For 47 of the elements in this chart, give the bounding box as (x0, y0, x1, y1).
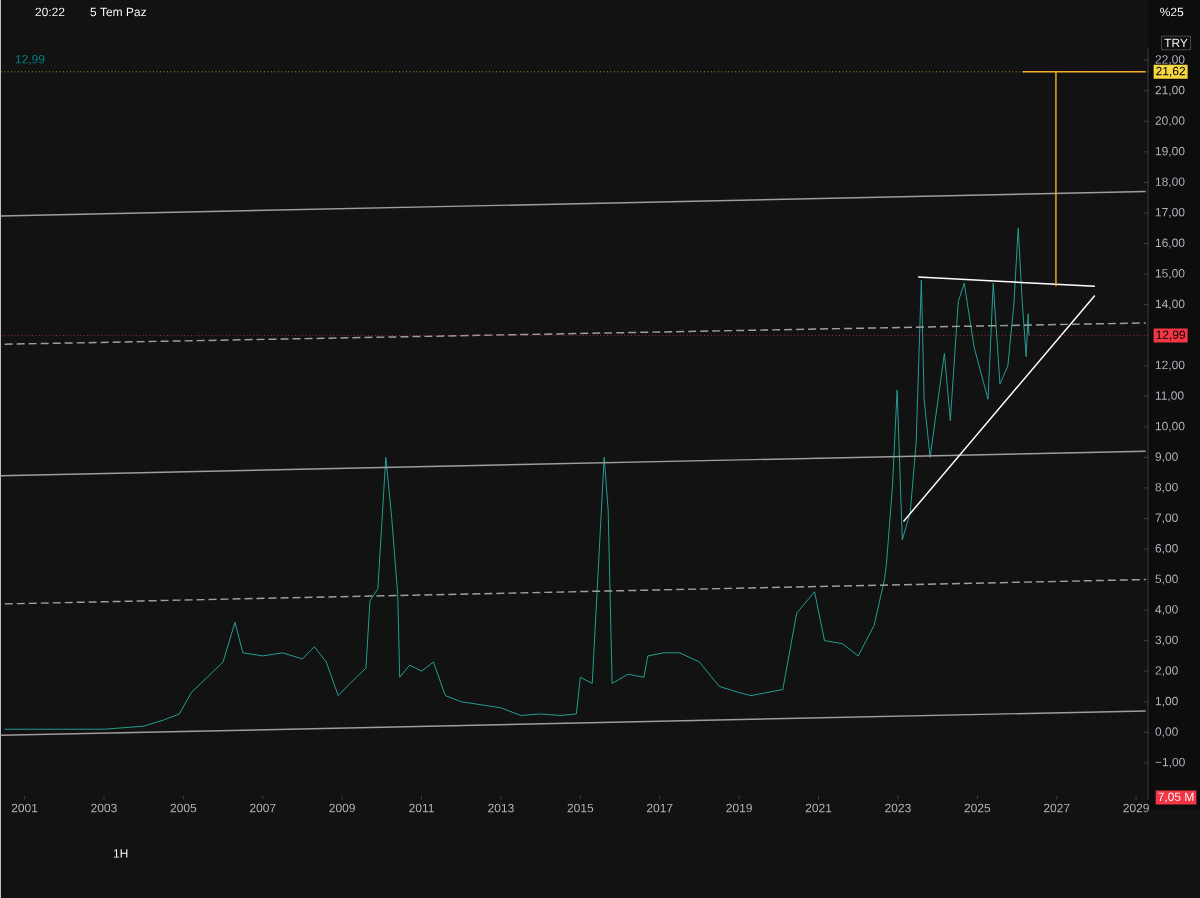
x-tick-label: 2009 (329, 803, 355, 813)
ref-line-label: 21,62 (1156, 66, 1186, 77)
y-tick-label: 10,00 (1155, 421, 1185, 432)
y-tick-label: 22,00 (1155, 55, 1185, 65)
text: 7,05 M (1158, 792, 1194, 803)
x-tick-label: 2025 (964, 803, 991, 813)
y-tick-label: 8,00 (1155, 482, 1178, 493)
y-tick-label: 17,00 (1155, 207, 1185, 218)
y-tick-label: 5,00 (1155, 574, 1178, 585)
y-tick-label: 19,00 (1155, 146, 1185, 157)
y-tick-label: 6,00 (1155, 543, 1178, 554)
text: 1H (113, 849, 128, 858)
y-tick-label: 9,00 (1155, 452, 1178, 463)
x-tick-label: 2029 (1123, 803, 1149, 813)
text: 5 Tem Paz (90, 7, 146, 16)
y-tick-label: 7,00 (1155, 513, 1178, 524)
y-tick-label: 11,00 (1155, 391, 1184, 401)
x-tick-label: 2007 (250, 803, 276, 813)
y-tick-label: 16,00 (1155, 238, 1185, 249)
y-tick-label: 3,00 (1155, 635, 1178, 646)
y-tick-label: 12,00 (1155, 360, 1185, 371)
y-tick-label: 21,00 (1155, 85, 1185, 96)
text: 20:22 (35, 7, 65, 17)
y-tick-label: 20,00 (1155, 116, 1185, 127)
y-tick-label: 18,00 (1155, 177, 1185, 188)
x-tick-label: 2019 (726, 803, 752, 813)
x-tick-label: 2015 (567, 803, 594, 813)
ref-line-label: 12,99 (1156, 330, 1186, 341)
text: %25 (1160, 7, 1184, 17)
x-tick-label: 2005 (170, 803, 197, 813)
x-tick-label: 2023 (885, 803, 911, 813)
x-tick-label: 2013 (488, 803, 514, 813)
x-tick-label: 2003 (91, 803, 117, 813)
text: TRY (1164, 38, 1188, 47)
x-tick-label: 2017 (647, 803, 673, 813)
y-tick-label: 0,00 (1155, 727, 1178, 738)
x-tick-label: 2021 (805, 803, 832, 813)
annotation: 12,99 (15, 54, 45, 65)
y-tick-label: 2,00 (1155, 666, 1178, 676)
y-tick-label: 4,00 (1155, 604, 1178, 615)
x-tick-label: 2027 (1043, 803, 1070, 813)
y-tick-label: 14,00 (1155, 299, 1185, 310)
y-tick-label: −1,00 (1155, 757, 1185, 768)
y-tick-label: 1,00 (1155, 696, 1178, 707)
x-tick-label: 2011 (409, 803, 434, 813)
y-tick-label: 15,00 (1155, 268, 1185, 279)
x-tick-label: 2001 (11, 803, 38, 813)
